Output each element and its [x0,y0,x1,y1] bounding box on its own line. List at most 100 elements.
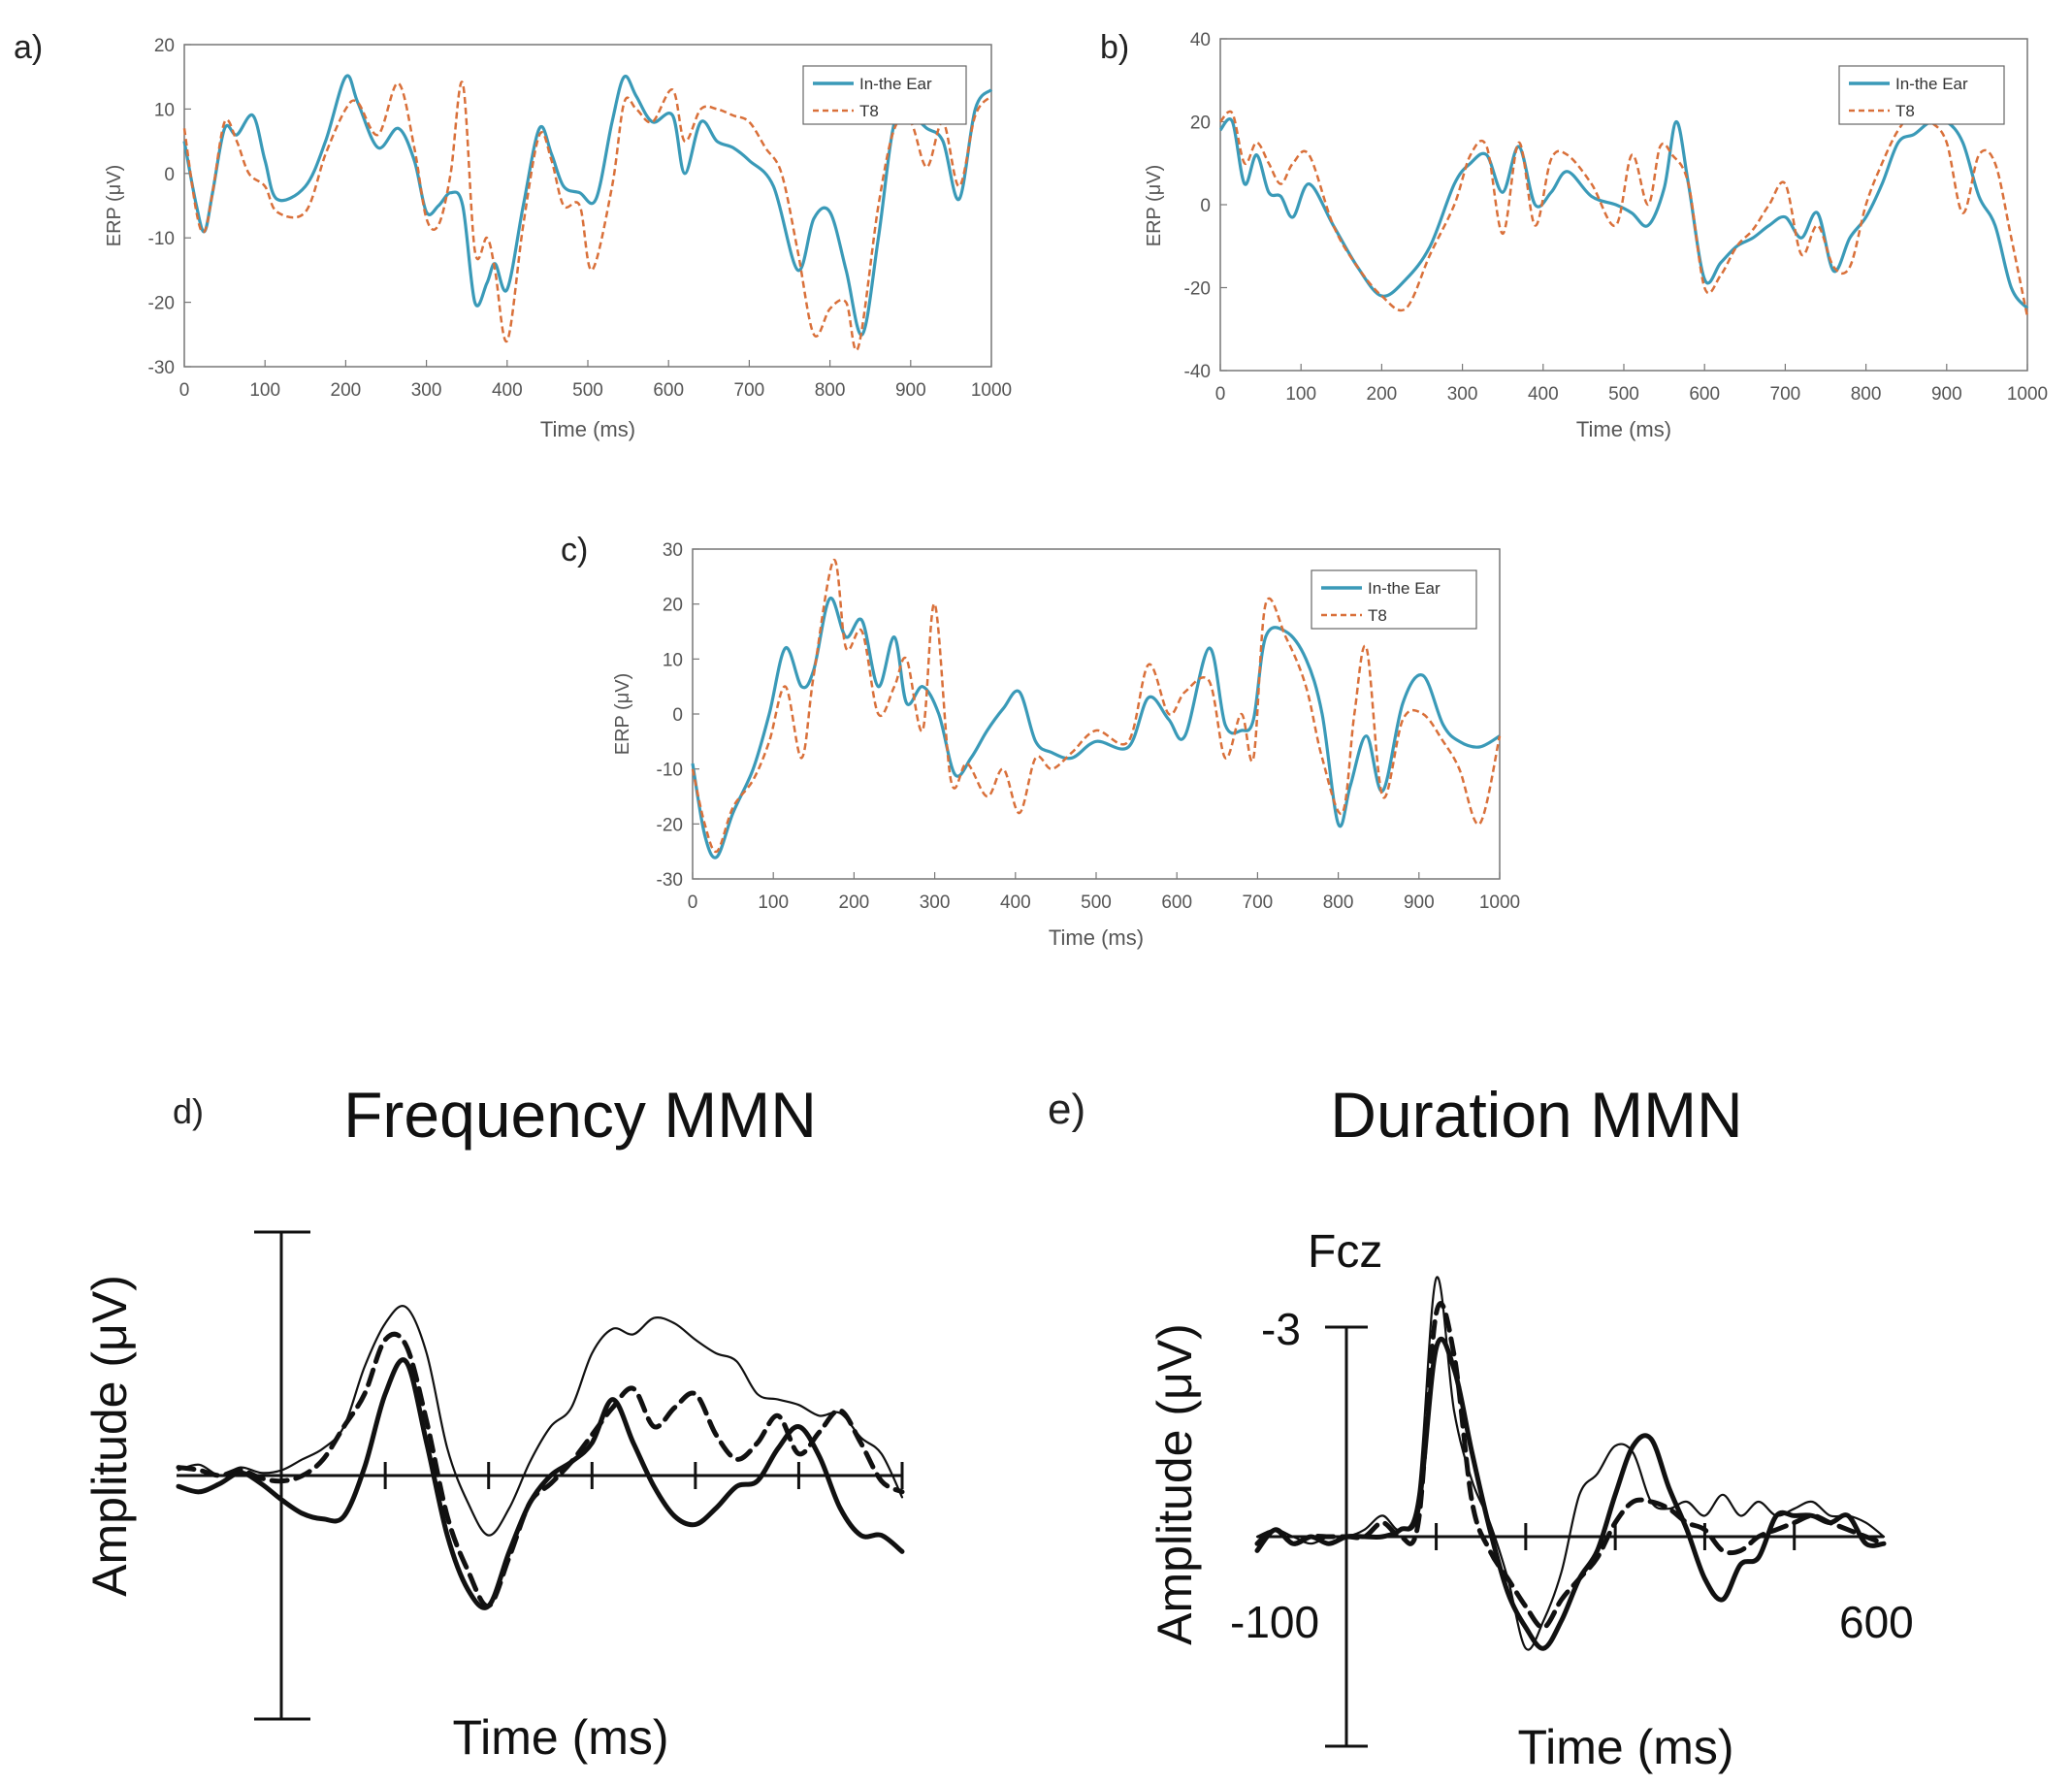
y-tick-label: -30 [657,870,683,891]
x-tick-label: 400 [1528,384,1559,405]
x-tick-label: 100 [1285,384,1316,405]
series-lines [182,74,993,352]
x-tick-label: 200 [839,892,870,913]
series-line-t8 [1219,110,2029,317]
panel-label: e) [1048,1086,1085,1133]
x-tick-label: 400 [492,380,523,401]
x-tick-label: 1000 [1479,892,1520,913]
x-tick-label: 500 [1608,384,1639,405]
x-tick-label: 600 [1839,1597,1914,1647]
series-lines [1218,110,2029,317]
legend-entry: T8 [1895,102,1915,120]
x-tick-label: 0 [179,380,190,401]
panel-c: c) -30 -20 -10 0 10 20 30 0 100 200 300 400 500 600 7… [561,532,1520,950]
x-tick-label: -100 [1230,1597,1319,1647]
legend-entry: In-the Ear [859,75,932,93]
series-line-thick [1254,1337,1887,1651]
x-tick-label: 800 [815,380,846,401]
panel-label: c) [561,532,588,568]
panel-a: a) -30 -20 -10 0 10 20 0 100 200 300 400 500 600 700… [14,29,1012,441]
x-tick-label: 300 [411,380,442,401]
x-tick-label: 500 [572,380,603,401]
y-tick-label: -20 [148,294,175,314]
y-axis-label: Amplitude (μV) [1148,1323,1202,1645]
y-tick-label: 20 [663,596,683,616]
x-tick-label: 900 [1404,892,1435,913]
y-tick-label: -3 [1261,1304,1301,1354]
series-line-dashed [1254,1301,1887,1631]
series-line-t8 [182,81,992,352]
x-tick-label: 900 [895,380,926,401]
y-tick-label: -30 [148,358,175,378]
x-tick-label: 0 [688,892,698,913]
x-axis-label: Time (ms) [1517,1720,1733,1774]
series-line-in-the-ear [182,74,993,337]
series-line-dashed [176,1331,905,1608]
x-axis-label: Time (ms) [452,1710,668,1765]
panel-label: d) [173,1091,204,1131]
x-axis-label: Time (ms) [540,417,635,441]
series-line-t8 [691,559,1502,854]
x-tick-label: 1000 [971,380,1012,401]
x-tick-label: 800 [1323,892,1354,913]
legend: In-the Ear T8 [1311,569,1477,630]
x-tick-label: 700 [734,380,765,401]
x-ticks: 0 100 200 300 400 500 600 700 800 900 1000 [1215,364,2048,405]
panel-b: b) -40 -20 0 20 40 0 100 200 300 400 500 600 700 800… [1100,29,2048,441]
panel-label: a) [14,29,43,66]
x-ticks: 0 100 200 300 400 500 600 700 800 900 1000 [179,360,1012,401]
x-tick-label: 700 [1243,892,1274,913]
legend-entry: In-the Ear [1895,75,1968,93]
x-tick-label: 300 [920,892,951,913]
legend-entry: In-the Ear [1368,579,1441,598]
chart-title: Frequency MMN [343,1079,817,1151]
x-tick-label: 100 [758,892,789,913]
y-tick-label: 0 [164,165,175,185]
x-tick-label: 100 [249,380,280,401]
chart-title: Duration MMN [1330,1079,1742,1151]
x-tick-label: 600 [653,380,684,401]
y-ticks: -30 -20 -10 0 10 20 30 [657,540,699,891]
legend-entry: T8 [1368,606,1387,625]
x-tick-label: 0 [1215,384,1226,405]
y-tick-label: 0 [1200,196,1211,216]
y-tick-label: 40 [1190,30,1211,50]
y-tick-label: -20 [657,815,683,835]
y-tick-label: -10 [148,229,175,249]
series-lines [691,559,1502,860]
x-tick-label: 1000 [2007,384,2048,405]
y-tick-label: -10 [657,761,683,781]
y-tick-label: -40 [1184,362,1211,382]
panel-label: b) [1100,29,1129,66]
series-lines [1254,1276,1887,1651]
legend-box [802,65,967,125]
y-tick-label: 30 [663,540,683,561]
y-tick-label: 20 [154,36,175,56]
legend-box [1838,65,2005,125]
y-axis-label: ERP (μV) [104,165,125,247]
y-tick-label: 20 [1190,114,1211,134]
legend-entry: T8 [859,102,879,120]
series-line-thick [176,1357,905,1610]
x-axis-label: Time (ms) [1576,417,1671,441]
y-axis-label: Amplitude (μV) [82,1275,137,1597]
x-tick-label: 800 [1851,384,1882,405]
x-tick-label: 600 [1689,384,1720,405]
y-tick-label: 10 [154,100,175,120]
panel-d: d) Frequency MMN Amplitude (μV) Time (ms… [82,1079,905,1765]
x-ticks [1435,1523,1797,1550]
legend-box [1311,569,1477,630]
y-ticks: -40 -20 0 20 40 [1184,30,1227,382]
series-line-thin [177,1305,904,1537]
legend: In-the Ear T8 [1838,65,2005,125]
x-tick-label: 200 [1367,384,1398,405]
y-tick-label: 0 [672,705,683,726]
x-axis-label: Time (ms) [1049,925,1144,950]
series-lines [176,1305,905,1610]
panel-e: e) Duration MMN Fcz -3 -100 600 Amplitud… [1048,1079,1914,1774]
x-tick-label: 900 [1931,384,1962,405]
x-tick-label: 700 [1770,384,1801,405]
y-axis-label: ERP (μV) [612,673,633,756]
x-tick-label: 300 [1447,384,1478,405]
